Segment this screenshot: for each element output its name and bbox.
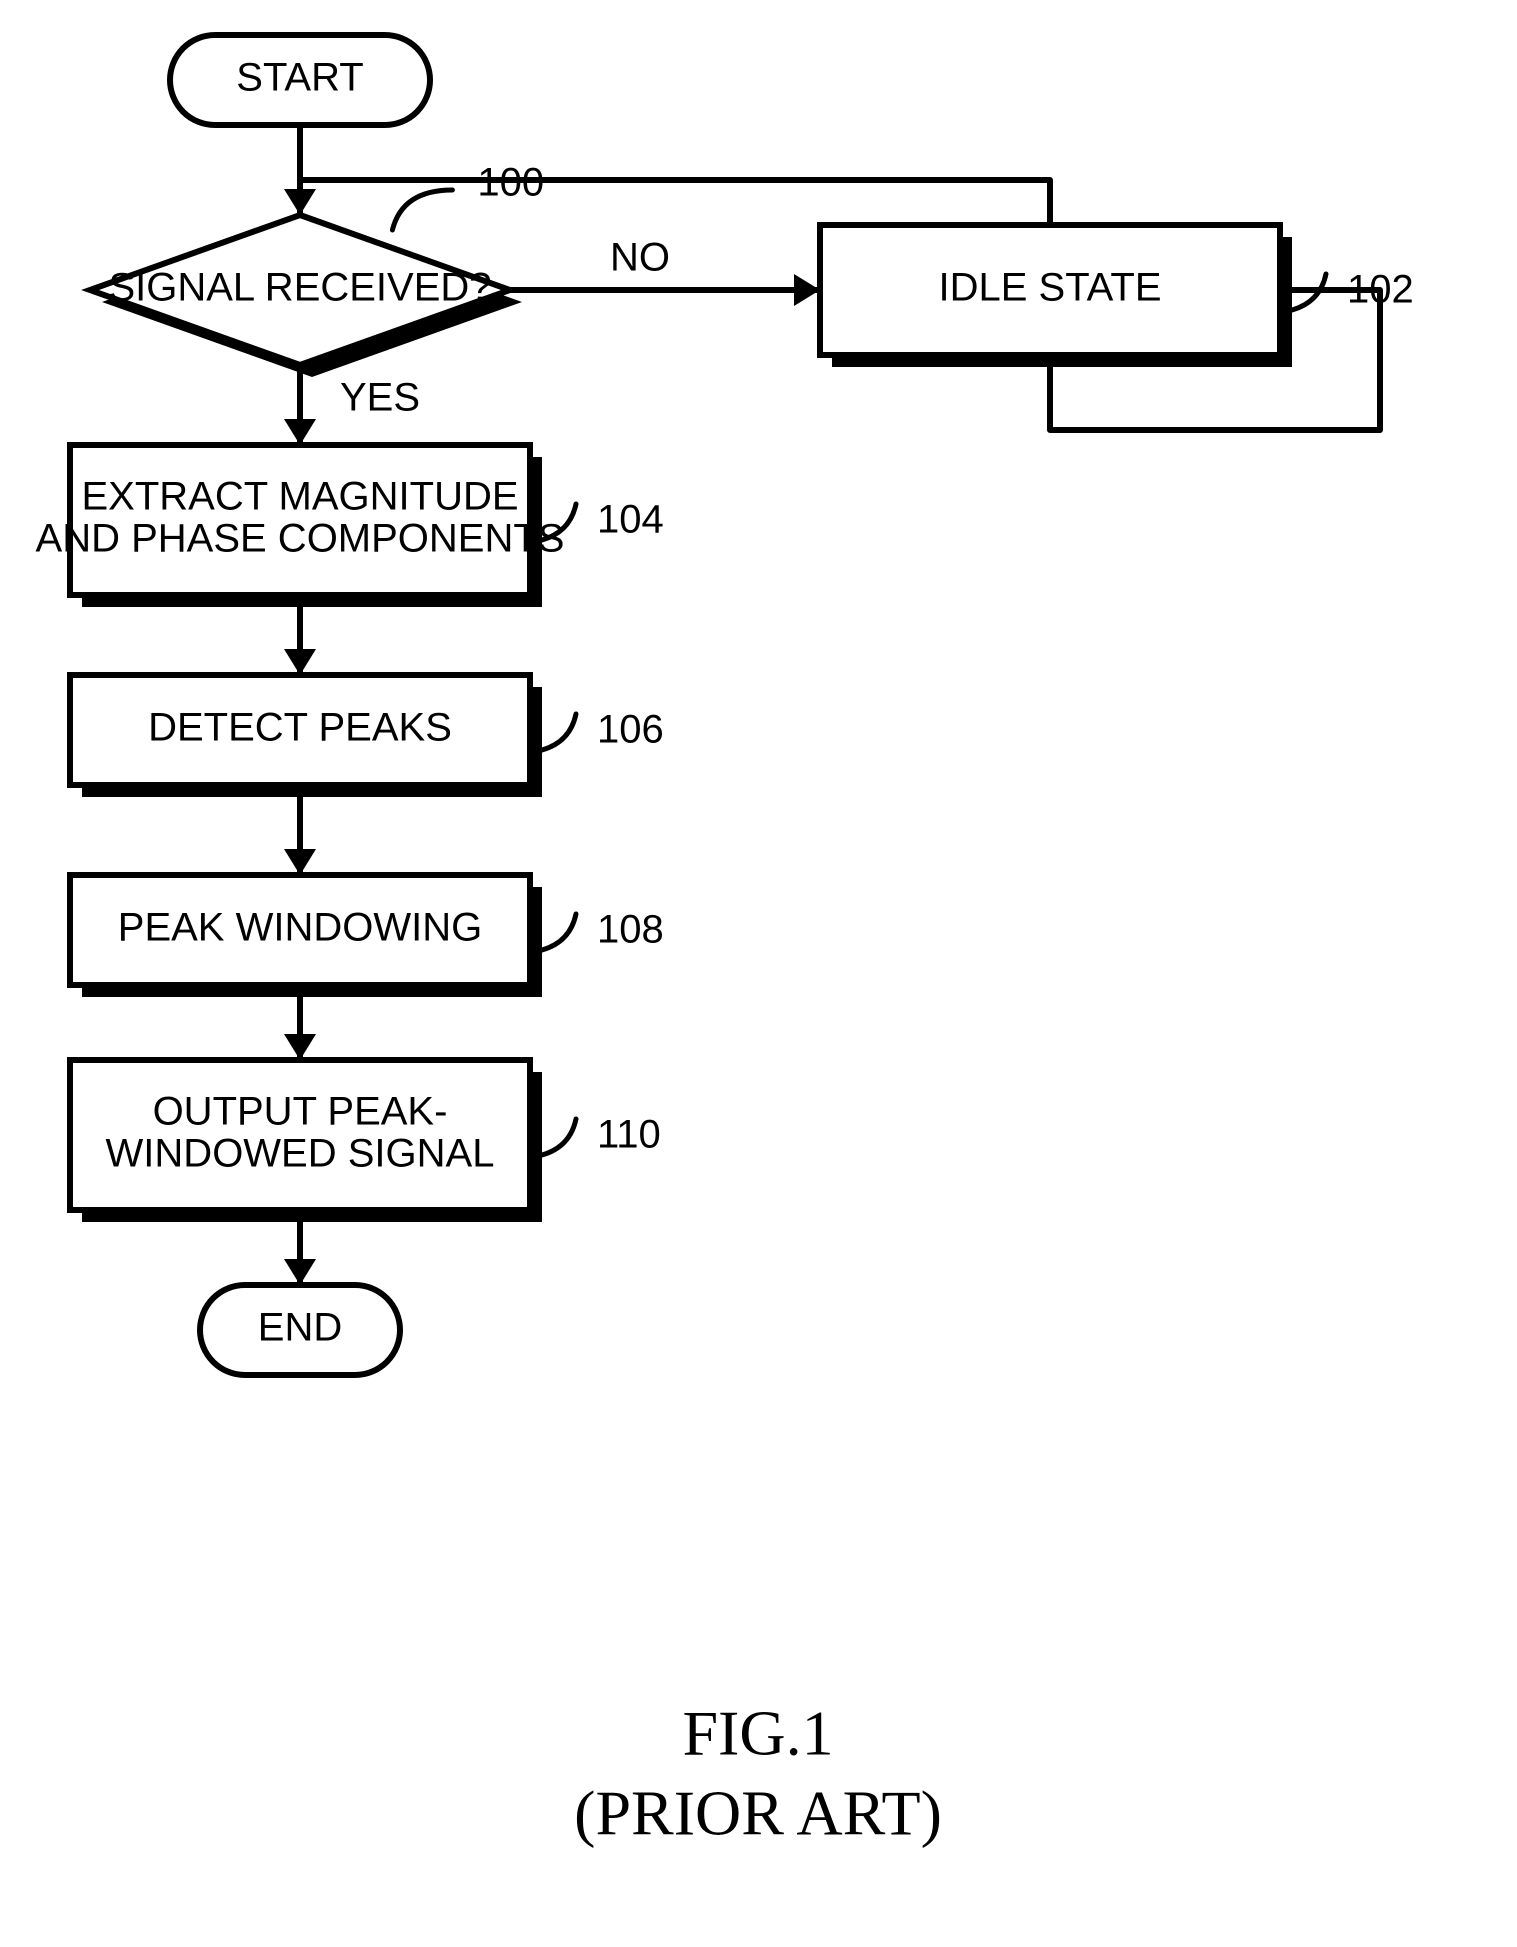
node-output-label: WINDOWED SIGNAL — [106, 1132, 495, 1176]
figure-number: FIG.1 — [682, 1698, 833, 1769]
ref-110: 110 — [542, 1113, 661, 1157]
node-end-label: END — [258, 1306, 342, 1350]
edge-label: YES — [340, 376, 420, 420]
ref-number: 108 — [597, 908, 664, 952]
ref-106: 106 — [542, 708, 664, 752]
ref-number: 110 — [597, 1113, 661, 1157]
ref-108: 108 — [542, 908, 664, 952]
node-extract-label: AND PHASE COMPONENTS — [36, 517, 565, 561]
node-dec-label: SIGNAL RECEIVED? — [108, 266, 491, 310]
node-output-label: OUTPUT PEAK- — [153, 1090, 448, 1134]
node-idle-label: IDLE STATE — [938, 266, 1161, 310]
figure-subtitle: (PRIOR ART) — [574, 1778, 942, 1849]
ref-number: 100 — [477, 161, 544, 205]
ref-100: 100 — [392, 161, 544, 230]
edge-label: NO — [610, 236, 670, 280]
node-window-label: PEAK WINDOWING — [118, 906, 482, 950]
flowchart-canvas: YES NO START SIGNAL RECEIVED? 100 IDLE STATE 1… — [0, 0, 1517, 1947]
node-start-label: START — [236, 56, 363, 100]
ref-number: 106 — [597, 708, 664, 752]
node-detect-label: DETECT PEAKS — [148, 706, 452, 750]
ref-number: 104 — [597, 498, 664, 542]
node-extract-label: EXTRACT MAGNITUDE — [81, 475, 518, 519]
ref-number: 102 — [1347, 268, 1414, 312]
